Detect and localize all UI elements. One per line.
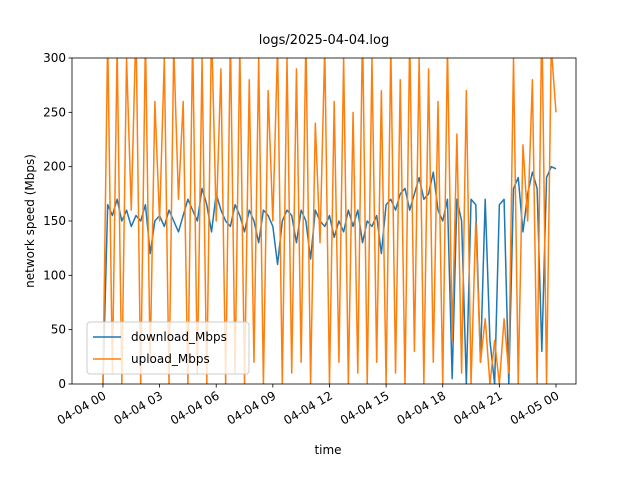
y-tick-label: 0 (58, 377, 66, 391)
y-tick-label: 300 (43, 51, 66, 65)
legend-box (86, 321, 250, 375)
y-tick-label: 100 (43, 268, 66, 282)
legend-label: download_Mbps (131, 330, 227, 344)
x-axis-label: time (314, 443, 341, 457)
y-axis-label: network speed (Mbps) (23, 154, 37, 288)
line-series (102, 58, 557, 384)
y-tick-label: 200 (43, 160, 66, 174)
legend-label: upload_Mbps (131, 352, 210, 366)
y-tick-label: 250 (43, 105, 66, 119)
plot-area (102, 58, 557, 384)
y-tick-label: 150 (43, 214, 66, 228)
chart-title: logs/2025-04-04.log (259, 33, 389, 48)
y-tick-label: 50 (51, 323, 66, 337)
